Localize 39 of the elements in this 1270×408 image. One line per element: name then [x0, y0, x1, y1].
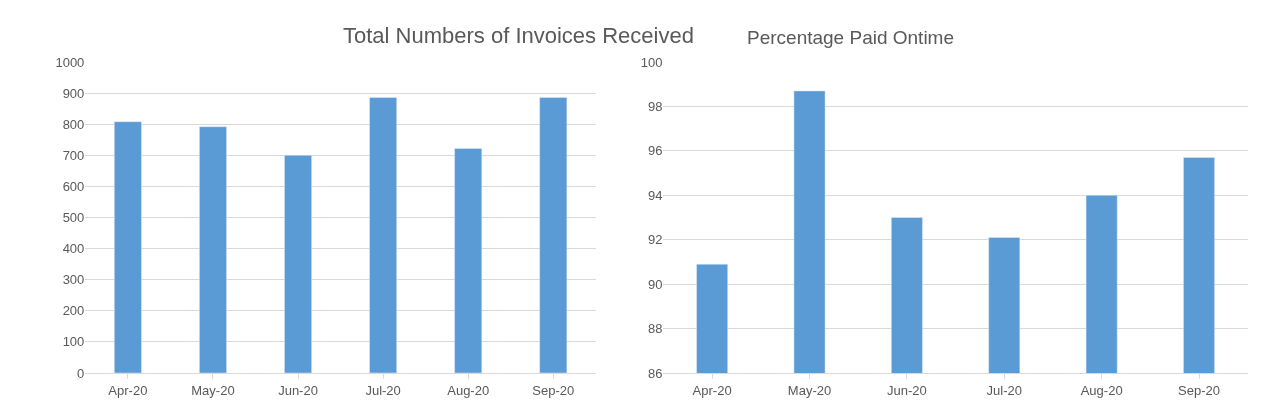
y-tick-label: 300 — [62, 272, 85, 288]
x-tick-label: Aug-20 — [1080, 382, 1123, 398]
y-tick-label: 200 — [62, 303, 85, 319]
bar — [369, 97, 397, 373]
y-tick-label: 86 — [647, 365, 663, 381]
x-tick-label: Apr-20 — [692, 382, 732, 398]
x-tick-label: Aug-20 — [447, 382, 490, 398]
chart-title: Percentage Paid Ontime — [747, 27, 955, 48]
y-tick-label: 1000 — [55, 54, 85, 70]
y-tick-label: 500 — [62, 210, 85, 226]
y-tick-label: 100 — [62, 334, 85, 350]
x-tick-label: Jul-20 — [986, 382, 1022, 398]
x-tick-label: Sep-20 — [532, 382, 575, 398]
y-tick-label: 800 — [62, 116, 85, 132]
x-tick-label: Jul-20 — [365, 382, 401, 398]
y-tick-label: 92 — [647, 232, 663, 248]
y-tick-label: 600 — [62, 178, 85, 194]
x-tick-label: May-20 — [787, 382, 832, 398]
x-tick-label: Jun-20 — [278, 382, 318, 398]
x-tick-label: Jun-20 — [887, 382, 927, 398]
y-tick-label: 900 — [62, 85, 85, 101]
bar — [284, 155, 312, 373]
bar — [199, 126, 227, 373]
y-tick-label: 88 — [647, 321, 663, 337]
y-tick-label: 96 — [647, 143, 663, 159]
y-tick-label: 700 — [62, 147, 85, 163]
bar — [114, 121, 142, 373]
y-tick-label: 90 — [647, 276, 663, 292]
x-tick-label: May-20 — [191, 382, 235, 398]
y-tick-label: 0 — [77, 365, 85, 381]
x-tick-label: Sep-20 — [1178, 382, 1220, 398]
y-tick-label: 100 — [640, 54, 663, 70]
y-tick-label: 94 — [647, 187, 663, 203]
y-tick-label: 98 — [647, 98, 663, 114]
bar — [539, 97, 568, 373]
chart-title: Total Numbers of Invoices Received — [343, 23, 694, 48]
y-tick-label: 400 — [62, 241, 85, 257]
bar — [454, 148, 483, 373]
x-tick-label: Apr-20 — [108, 382, 148, 398]
